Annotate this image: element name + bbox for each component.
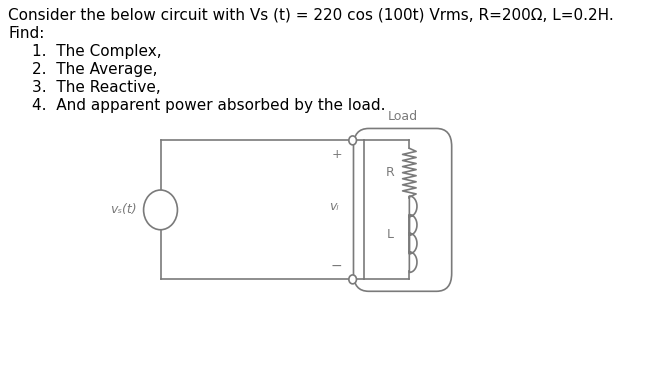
Text: 1.  The Complex,: 1. The Complex, bbox=[32, 44, 162, 59]
Text: vₛ(t): vₛ(t) bbox=[110, 203, 137, 217]
Text: +: + bbox=[160, 199, 169, 209]
Text: 3.  The Reactive,: 3. The Reactive, bbox=[32, 80, 161, 95]
Text: −: − bbox=[159, 210, 169, 222]
Circle shape bbox=[349, 275, 356, 284]
Text: +: + bbox=[331, 148, 342, 161]
Text: Load: Load bbox=[387, 109, 418, 123]
Text: −: − bbox=[331, 258, 342, 272]
Text: L: L bbox=[387, 228, 394, 241]
Text: 4.  And apparent power absorbed by the load.: 4. And apparent power absorbed by the lo… bbox=[32, 98, 385, 113]
Text: Find:: Find: bbox=[8, 26, 44, 41]
Text: Consider the below circuit with Vs (t) = 220 cos (100t) Vrms, R=200Ω, L=0.2H.: Consider the below circuit with Vs (t) =… bbox=[8, 7, 614, 23]
Circle shape bbox=[144, 190, 177, 230]
Circle shape bbox=[349, 136, 356, 145]
Text: R: R bbox=[385, 166, 394, 179]
Text: vₗ: vₗ bbox=[329, 201, 339, 213]
Text: 2.  The Average,: 2. The Average, bbox=[32, 62, 158, 77]
